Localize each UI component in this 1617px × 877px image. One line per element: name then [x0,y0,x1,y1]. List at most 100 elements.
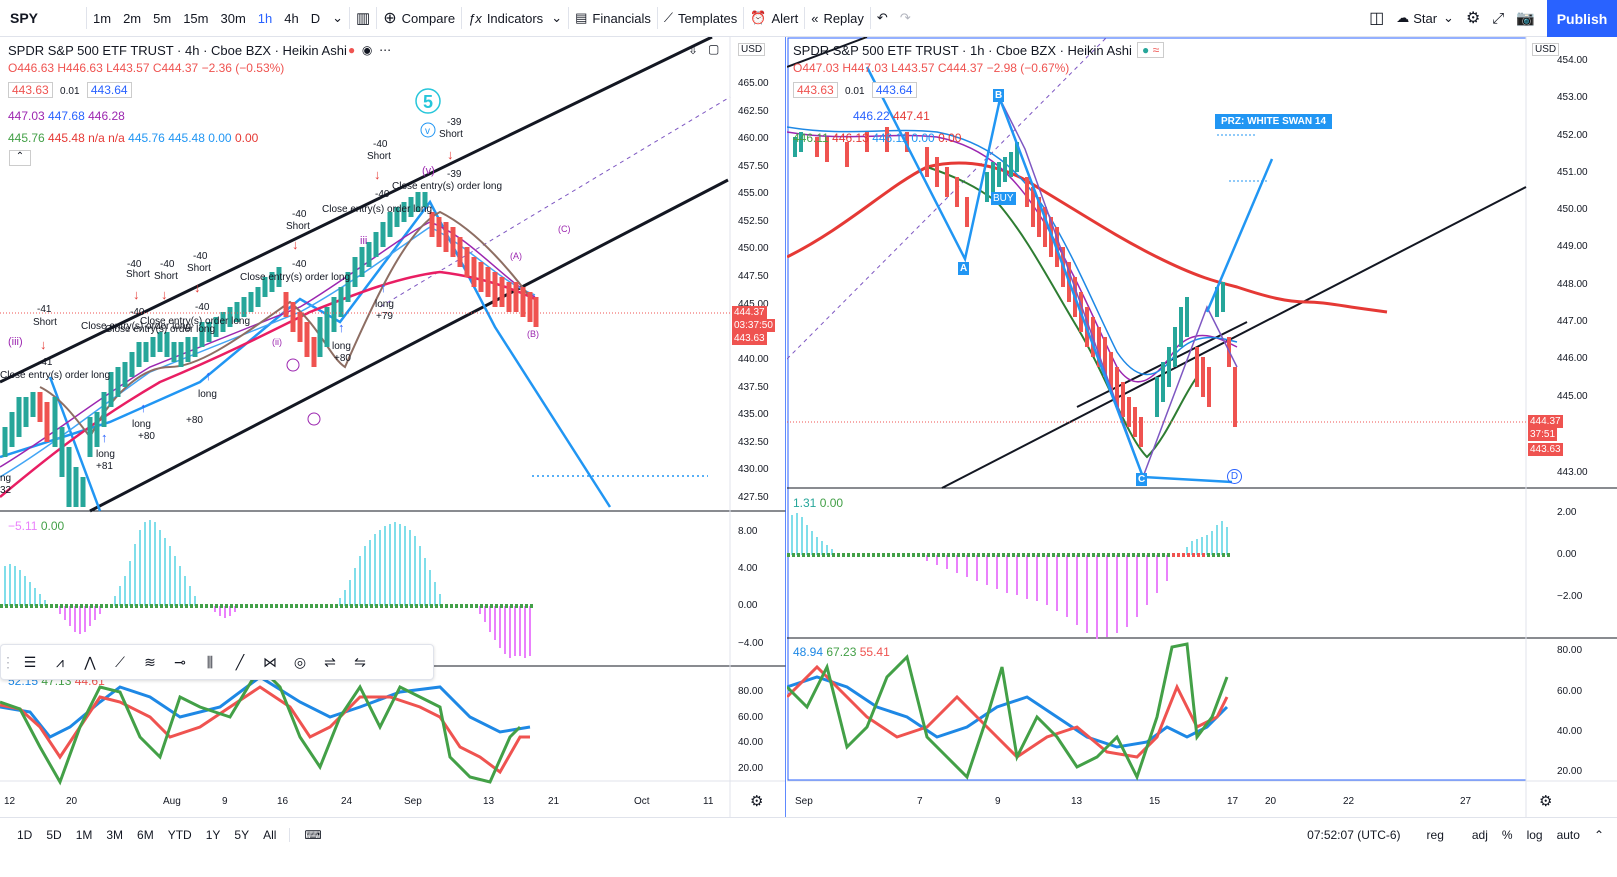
toggle-log[interactable]: log [1526,827,1543,842]
download-icon[interactable]: ⇩ [688,43,699,57]
trendline[interactable] [941,186,1527,489]
bid-box[interactable]: 443.63 [8,82,53,98]
left-chart-title[interactable]: SPDR S&P 500 ETF TRUST · 4h · Cboe BZX ·… [8,43,347,58]
gear-icon[interactable]: ⚙ [1539,793,1553,810]
trendline[interactable] [787,37,868,68]
alert-button[interactable]: ⏰ Alert [744,0,804,37]
range-6M[interactable]: 6M [137,827,154,842]
abc-pattern-icon[interactable]: ⋀ [84,653,96,670]
drag-handle-icon[interactable]: ⋮ [1,653,15,670]
ohlc-close: C444.37 [152,61,199,75]
interval-4h[interactable]: 4h [284,10,299,26]
projection-line[interactable] [1205,158,1274,313]
range-All[interactable]: All [263,827,277,842]
bid-box[interactable]: 443.63 [793,82,838,98]
compare-button[interactable]: ⊕ Compare [377,0,461,37]
time-tick: 24 [341,796,353,807]
templates-button[interactable]: ⟋ Templates [658,0,743,37]
harmonic-pattern-line[interactable] [0,199,612,508]
range-1Y[interactable]: 1Y [205,827,221,842]
horizontal-lines-icon[interactable]: ☰ [23,653,37,670]
session-reg[interactable]: reg [1426,827,1444,842]
gear-icon[interactable]: ⚙ [1465,10,1481,27]
macd-value: −5.11 [8,519,38,533]
trend-channel-lower[interactable] [89,178,729,513]
trend-channel-mid[interactable] [379,96,731,308]
interval-15m[interactable]: 15m [183,10,209,26]
range-5Y[interactable]: 5Y [234,827,250,842]
chevron-up-icon[interactable]: ⌃ [1593,827,1604,842]
collapse-legend-button[interactable]: ⌃ [9,150,31,166]
range-5D[interactable]: 5D [46,827,62,842]
line-tool-icon[interactable]: ╱ [235,653,245,670]
gear-icon[interactable]: ⚙ [750,793,764,810]
svg-text:Close entry(s) order long: Close entry(s) order long [140,316,250,327]
wave-B-label: (B) [527,329,539,339]
prz-label[interactable]: PRZ: WHITE SWAN 14 [1215,114,1333,129]
gann-icon[interactable]: ⫼ [206,653,214,670]
horizontal-ray-icon[interactable]: ⊸ [174,653,186,670]
ask-box[interactable]: 443.64 [86,82,132,98]
trend-channel-upper[interactable] [0,37,713,384]
ohlc-low: L443.57 [891,61,935,75]
short-position-icon[interactable]: ⇋ [354,653,366,670]
range-YTD[interactable]: YTD [167,827,192,842]
chevron-down-icon[interactable]: ⌄ [332,10,344,25]
symbol-search[interactable]: SPY [10,10,39,26]
xabcd-pattern-inner[interactable] [964,96,1238,480]
range-1D[interactable]: 1D [17,827,33,842]
fullscreen-icon[interactable]: ⤢ [1492,9,1505,27]
right-chart-pane[interactable]: SPDR S&P 500 ETF TRUST · 1h · Cboe BZX ·… [787,37,1617,817]
channel-dashed-line[interactable] [787,37,1108,360]
price-tick: 462.50 [738,106,769,117]
toggle-auto[interactable]: auto [1556,827,1580,842]
toggle-adj[interactable]: adj [1471,827,1488,842]
interval-1h[interactable]: 1h [257,10,273,26]
interval-30m[interactable]: 30m [220,10,246,26]
maximize-icon[interactable]: ▢ [708,42,720,56]
svg-text:↑: ↑ [205,368,212,383]
eye-icon[interactable]: ◉ [361,43,373,57]
left-chart-pane[interactable]: -41 Short -40 Short -40 Short -40 Short -40 S… [0,37,786,817]
redo-icon[interactable]: ↷ [899,10,911,25]
more-icon[interactable]: ⋯ [379,43,392,57]
trendline-icon[interactable]: ⟋ [115,653,125,670]
indicators-button[interactable]: ƒx Indicators ⌄ [462,0,568,37]
right-legend-controls[interactable]: ● ≈ [1137,42,1165,58]
price-tick: 450.00 [738,243,769,254]
undo-icon[interactable]: ↶ [876,10,888,25]
left-legend-controls[interactable]: ● ◉ ⋯ [348,43,391,57]
head-shoulders-icon[interactable]: ⋈ [263,653,277,670]
clock[interactable]: 07:52:07 (UTC-6) [1307,827,1401,842]
fib-icon[interactable]: ≋ [144,653,156,670]
range-3M[interactable]: 3M [106,827,124,842]
xabcd-pattern-outer[interactable] [865,66,1233,484]
interval-2m[interactable]: 2m [123,10,142,26]
financials-button[interactable]: ▤ Financials [569,0,657,37]
layout-icon[interactable]: ◫ [1369,10,1385,27]
svg-text:-39: -39 [447,169,462,180]
long-position-icon[interactable]: ⇌ [324,653,336,670]
interval-5m[interactable]: 5m [153,10,172,26]
publish-button[interactable]: Publish [1547,0,1617,37]
interval-D[interactable]: D [310,10,321,26]
currency-selector[interactable]: USD [738,43,766,56]
circle-tool-icon[interactable]: ◎ [293,653,307,670]
rsi-tick: 60.00 [738,712,764,723]
star-button[interactable]: ☁ Star ⌄ [1390,0,1460,37]
replay-button[interactable]: «Replay [805,0,870,37]
replay-icon: « [811,10,819,26]
right-chart-title[interactable]: SPDR S&P 500 ETF TRUST · 1h · Cboe BZX ·… [793,43,1132,58]
toggle-percent[interactable]: % [1501,827,1513,842]
divider [869,7,871,29]
ask-box[interactable]: 443.64 [871,82,917,98]
xabcd-pattern-icon[interactable]: ⩘ [56,653,64,670]
camera-icon[interactable]: 📷 [1516,10,1535,27]
currency-selector[interactable]: USD [1532,43,1560,56]
interval-1m[interactable]: 1m [93,10,112,26]
chart-type-icon[interactable]: ▥ [356,10,371,27]
range-1M[interactable]: 1M [75,827,93,842]
right-chart-canvas[interactable] [787,37,1617,817]
date-range-icon[interactable]: ⌨ [289,827,328,842]
